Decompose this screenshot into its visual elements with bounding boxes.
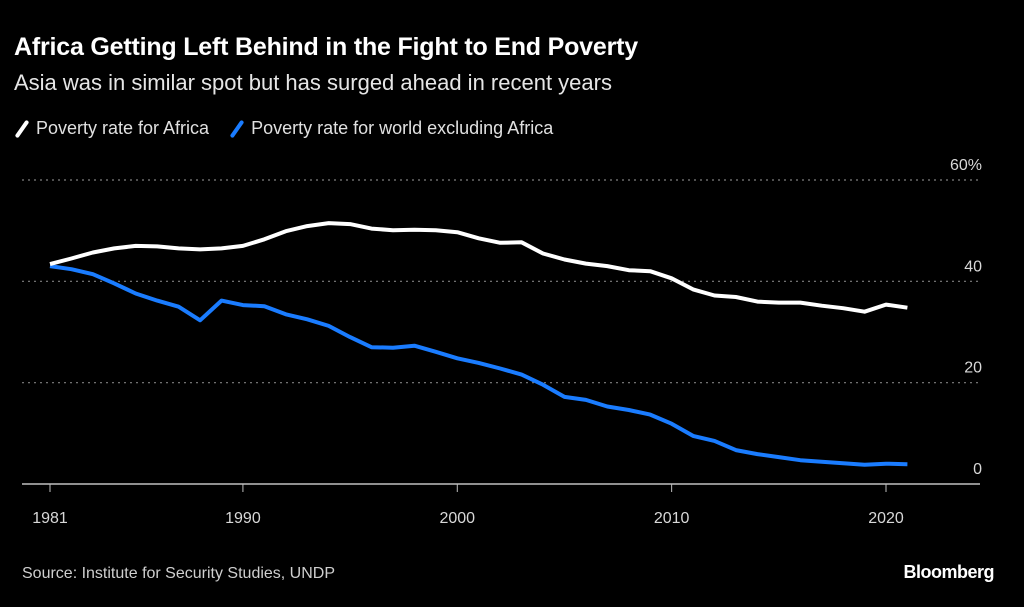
y-tick-label: 40 — [964, 258, 982, 275]
y-tick-label: 20 — [964, 360, 982, 377]
y-tick-label: 60% — [950, 157, 982, 174]
x-axis: 1981 1990 2000 2010 2020 — [22, 483, 980, 527]
x-tick-label: 1981 — [32, 510, 68, 527]
x-tick-label: 2000 — [439, 510, 475, 527]
series-line-africa — [49, 221, 908, 314]
legend-label-world: Poverty rate for world excluding Africa — [251, 118, 554, 138]
chart-title: Africa Getting Left Behind in the Fight … — [14, 33, 638, 61]
bloomberg-logo: Bloomberg — [903, 562, 994, 582]
legend-item-africa: Poverty rate for Africa — [14, 118, 209, 139]
x-tick-label: 2010 — [654, 510, 690, 527]
x-tick-label: 1990 — [225, 510, 261, 527]
series-lines — [49, 221, 908, 467]
series-line-world-excluding-africa — [49, 264, 908, 467]
legend-item-world: Poverty rate for world excluding Africa — [229, 118, 553, 139]
legend: Poverty rate for Africa Poverty rate for… — [14, 118, 573, 139]
legend-label-africa: Poverty rate for Africa — [36, 118, 210, 138]
source-note: Source: Institute for Security Studies, … — [22, 565, 336, 582]
y-tick-label: 0 — [973, 461, 982, 478]
chart-subtitle: Asia was in similar spot but has surged … — [14, 70, 612, 95]
y-axis-labels: 0 20 40 60% — [950, 157, 982, 478]
x-tick-label: 2020 — [868, 510, 904, 527]
gridlines — [22, 179, 980, 384]
